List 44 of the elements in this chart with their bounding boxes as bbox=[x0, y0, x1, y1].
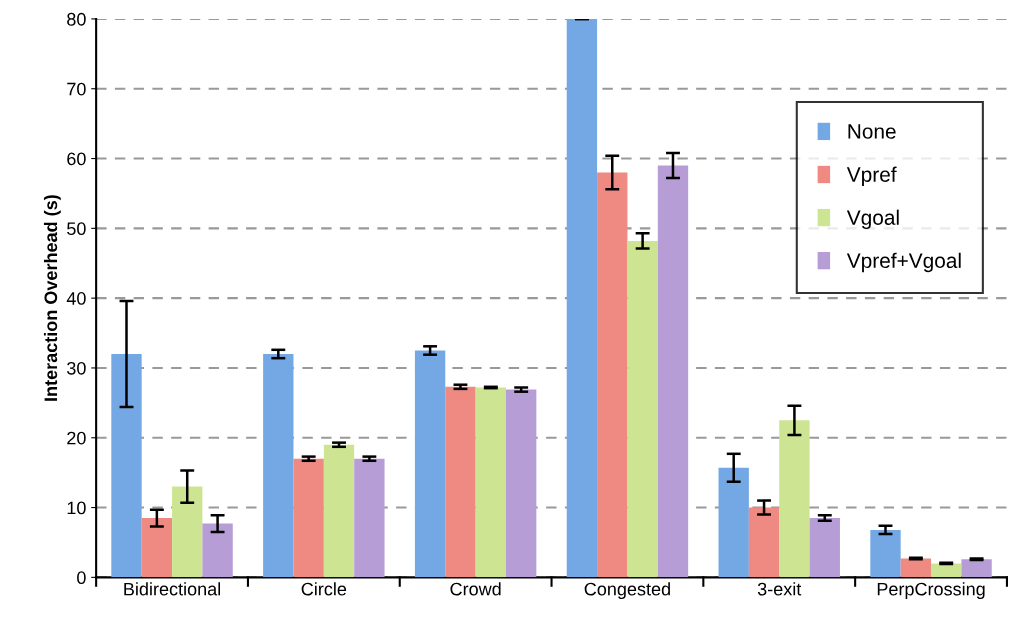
y-tick-label: 70 bbox=[67, 82, 86, 96]
x-tick-label: Circle bbox=[301, 582, 347, 596]
bar bbox=[718, 467, 749, 578]
y-axis-title: Interaction Overhead (s) bbox=[43, 195, 61, 401]
bar bbox=[900, 558, 932, 578]
bar bbox=[627, 240, 658, 578]
y-tick-label: 60 bbox=[67, 152, 86, 166]
x-tick-label: Congested bbox=[584, 582, 670, 600]
bar bbox=[506, 389, 537, 578]
bar bbox=[263, 353, 294, 578]
bar bbox=[354, 458, 385, 578]
x-tick-label: PerpCrossing bbox=[877, 582, 985, 600]
y-tick-label: 30 bbox=[67, 361, 86, 375]
bar bbox=[870, 529, 901, 578]
bar bbox=[445, 386, 476, 578]
y-tick-label: 0 bbox=[77, 571, 86, 585]
bar bbox=[931, 563, 962, 578]
y-tick-label: 10 bbox=[67, 501, 86, 515]
legend-label: Vgoal bbox=[846, 209, 899, 230]
x-tick-label: Bidirectional bbox=[124, 582, 221, 596]
bar bbox=[657, 165, 689, 578]
bar bbox=[323, 444, 355, 578]
y-tick-label: 40 bbox=[66, 292, 86, 305]
y-tick-label: 80 bbox=[67, 12, 86, 26]
bar bbox=[202, 523, 233, 578]
legend-label: Vpref+Vgoal bbox=[846, 252, 961, 273]
bar bbox=[111, 353, 142, 578]
bar bbox=[748, 507, 780, 578]
bar bbox=[141, 518, 173, 578]
bar bbox=[414, 350, 446, 578]
bar bbox=[293, 458, 324, 578]
bar bbox=[961, 559, 992, 578]
x-tick-label: Crowd bbox=[450, 582, 501, 596]
bar bbox=[172, 486, 203, 578]
y-tick-label: 20 bbox=[67, 431, 86, 445]
x-tick-label: 3-exit bbox=[757, 582, 802, 596]
bar bbox=[597, 172, 628, 578]
bar bbox=[779, 420, 810, 578]
bar bbox=[566, 18, 598, 578]
legend-label: None bbox=[848, 124, 896, 139]
y-tick-label: 50 bbox=[67, 222, 86, 236]
legend-label: Vpref bbox=[846, 166, 897, 187]
bar bbox=[809, 518, 840, 578]
bar bbox=[475, 387, 506, 578]
